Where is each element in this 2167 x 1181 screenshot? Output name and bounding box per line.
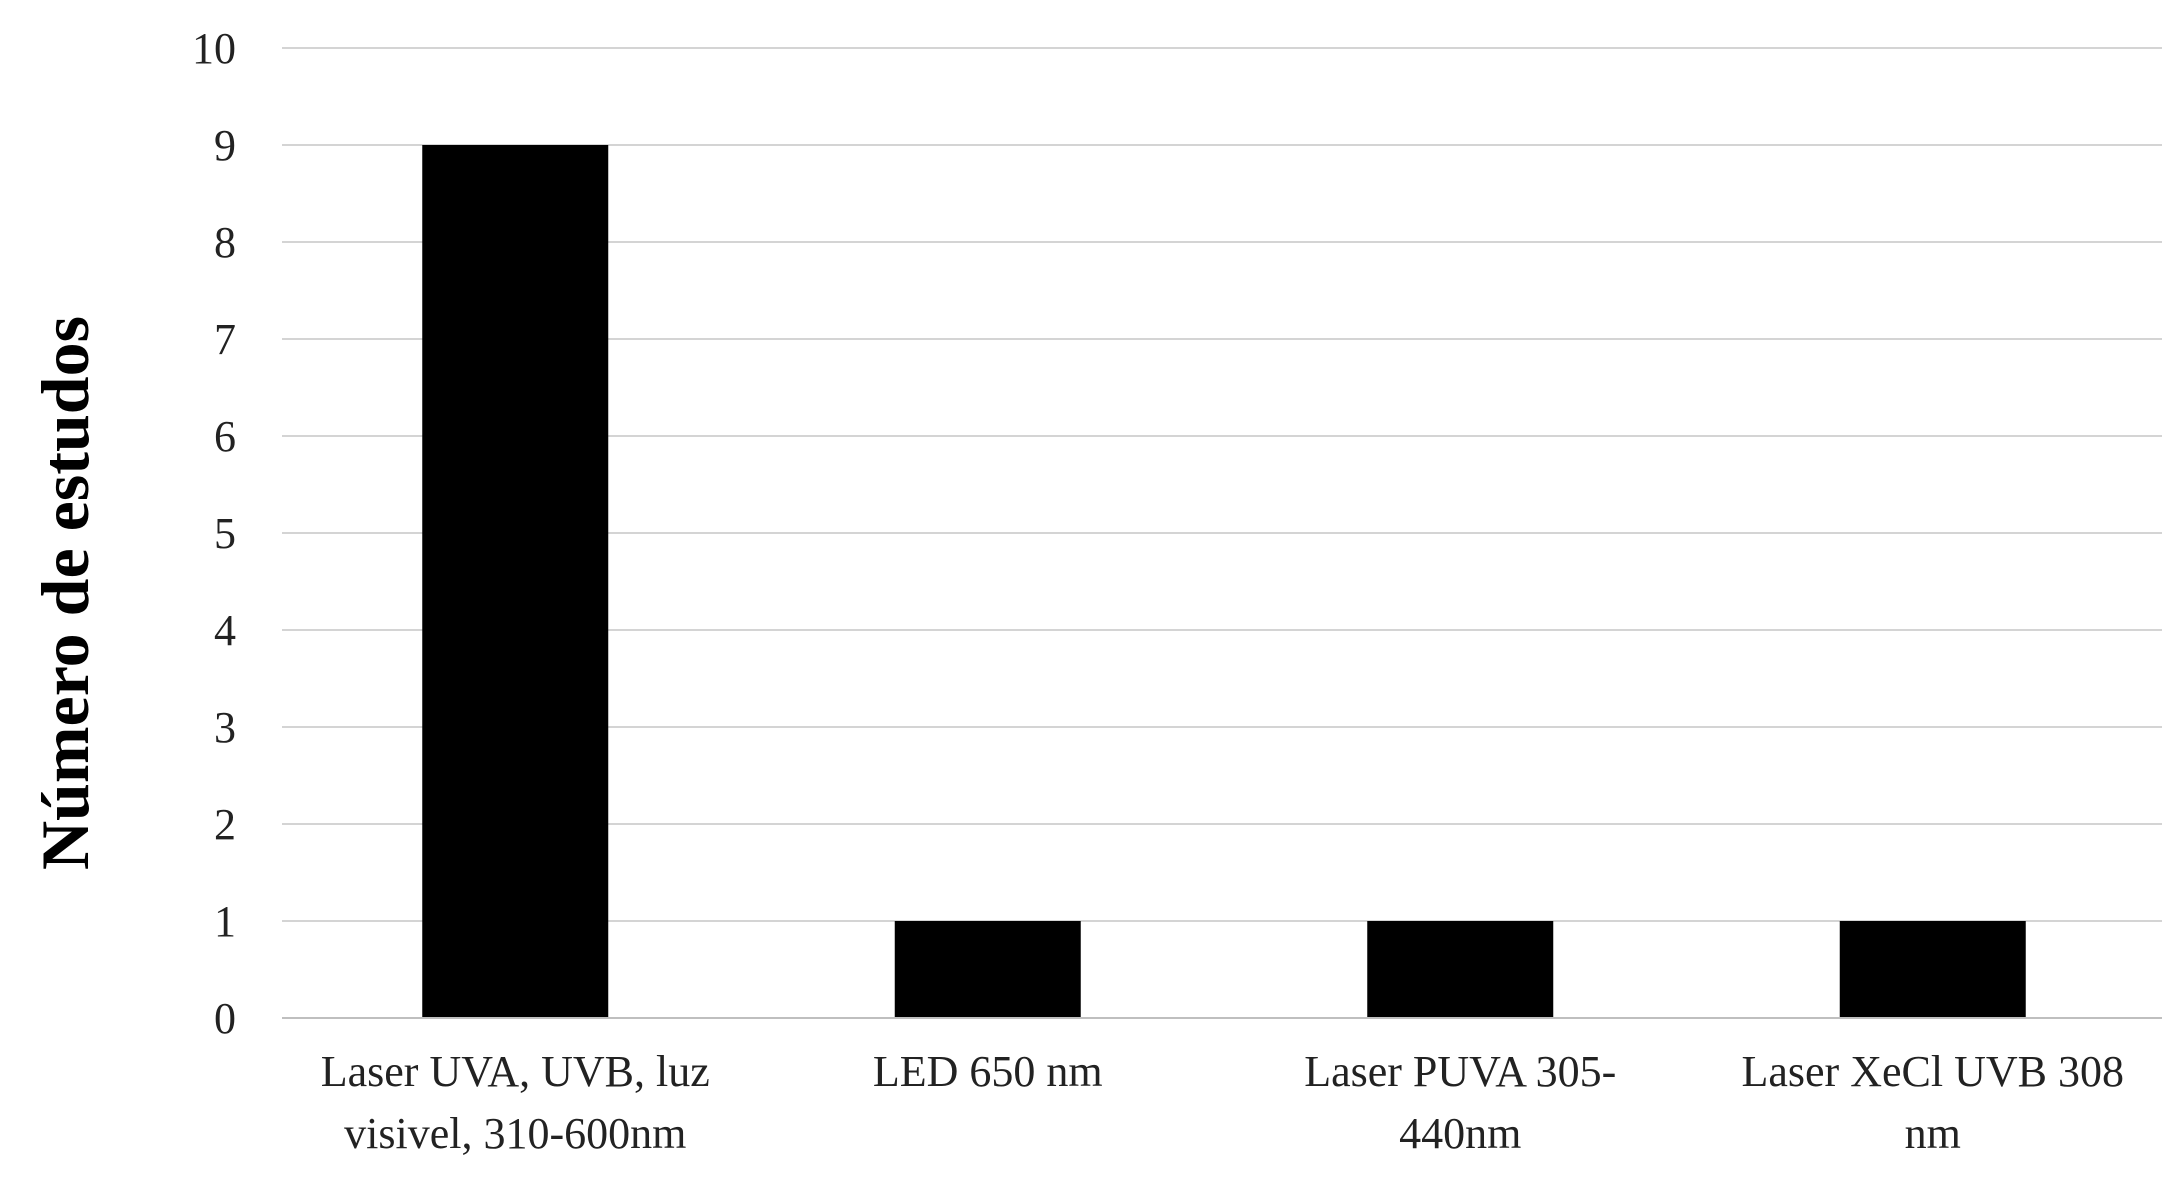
bar xyxy=(422,145,609,1018)
bar xyxy=(1367,921,1554,1018)
bar xyxy=(894,921,1081,1018)
x-category-label: Laser XeCl UVB 308 nm xyxy=(1742,1047,2125,1158)
y-tick-label: 4 xyxy=(214,606,236,655)
y-axis-title: Número de estudos xyxy=(27,316,103,870)
y-tick-label: 9 xyxy=(214,121,236,170)
y-tick-label: 1 xyxy=(214,897,236,946)
y-tick-label: 6 xyxy=(214,412,236,461)
y-tick-label: 8 xyxy=(214,218,236,267)
bars xyxy=(422,145,2026,1018)
y-tick-label: 2 xyxy=(214,800,236,849)
y-tick-label: 10 xyxy=(192,24,236,73)
x-category-label: Laser PUVA 305-440nm xyxy=(1304,1047,1616,1158)
y-tick-label: 5 xyxy=(214,509,236,558)
y-tick-label: 0 xyxy=(214,994,236,1043)
x-category-label: Laser UVA, UVB, luz visivel, 310-600nm xyxy=(321,1047,710,1158)
x-category-label: LED 650 nm xyxy=(873,1047,1103,1096)
x-axis-category-labels: Laser UVA, UVB, luz visivel, 310-600nm LED… xyxy=(321,1047,2124,1158)
bar xyxy=(1839,921,2026,1018)
y-tick-label: 7 xyxy=(214,315,236,364)
y-tick-label: 3 xyxy=(214,703,236,752)
y-axis-ticks: 0 1 2 3 4 5 6 7 8 9 10 xyxy=(192,24,236,1043)
